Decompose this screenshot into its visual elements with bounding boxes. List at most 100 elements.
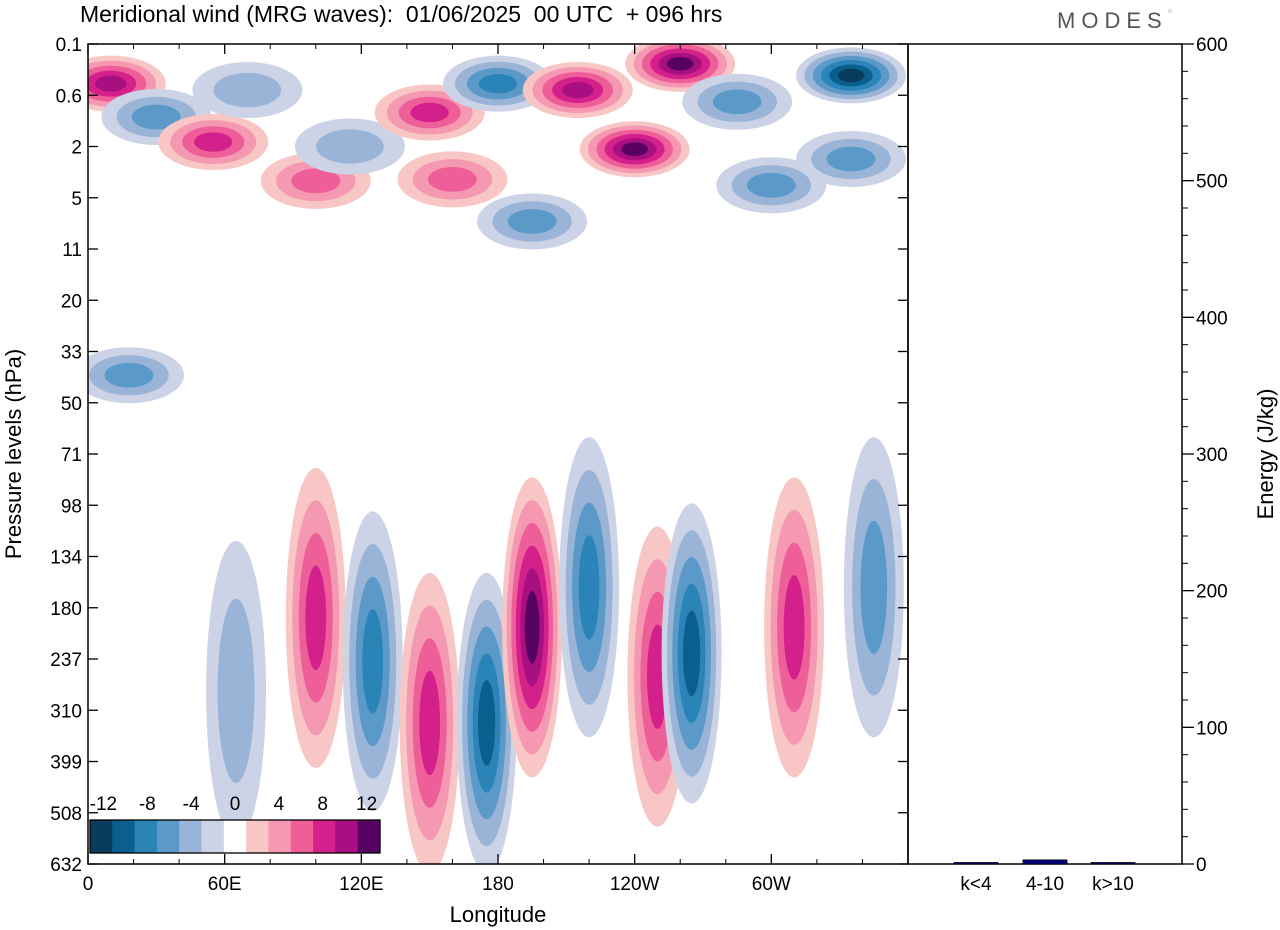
y-tick-label: 180 [50,599,82,620]
contour-level [104,362,154,388]
y-tick-label: 5 [71,189,82,210]
y-tick-label: 0.6 [56,86,82,107]
contour-level [194,132,233,152]
contour-blob [559,437,620,738]
energy-axis-title: Energy (J/kg) [1253,389,1278,520]
contour-blob [682,73,793,130]
contour-level [524,590,540,664]
y-tick-label: 399 [50,753,82,774]
energy-category-label: 4-10 [1026,874,1064,895]
brand-mark: ○ [1167,8,1172,15]
contour-level [746,172,796,198]
contour-level [478,73,518,94]
contour-blob [374,84,485,141]
contour-level [578,535,600,640]
contour-blob [192,62,303,119]
contour-blob [796,47,907,104]
contour-level [305,565,327,671]
y-tick-label: 50 [61,394,82,415]
contour-blob [397,151,508,208]
colorbar-swatch [357,820,381,853]
colorbar-label: 12 [356,794,377,815]
chart-title: Meridional wind (MRG waves): 01/06/2025 … [80,1,723,27]
contour-blob [843,437,904,738]
colorbar-swatch [201,820,225,853]
y-tick-label: 20 [61,291,82,312]
contour-blob [522,62,633,119]
colorbar-swatch [290,820,314,853]
energy-bars: k<4 4-10 k>10 [953,859,1136,895]
y-axis-title: Pressure levels (hPa) [1,349,26,559]
y-tick-label: 0.1 [56,35,82,56]
colorbar-swatch [90,820,113,853]
contour-level [507,209,557,234]
colorbar-label: -8 [139,794,156,815]
y-tick-label: 134 [50,548,82,569]
contour-level [478,680,496,766]
energy-frame [907,43,1183,865]
contour-level [291,168,341,194]
colorbar-swatch [268,820,292,853]
contour-blob [399,572,460,864]
contour-blob [285,467,346,768]
contour-level [837,68,865,83]
energy-category-label: k<4 [960,874,992,895]
energy-tick-label: 0 [1196,855,1207,876]
y-tick-label: 71 [61,445,82,466]
contour-blob [716,157,827,214]
contour-blob [88,347,184,404]
colorbar-swatch [179,820,202,853]
colorbar-swatch [112,820,135,853]
contour-level [217,598,255,784]
x-tick-label: 180 [482,874,514,895]
energy-tick-label: 400 [1196,308,1228,329]
contour-level [95,75,127,92]
contour-blob [502,477,563,778]
contour-blob [206,540,267,841]
energy-tick-label: 100 [1196,718,1228,739]
y-tick-label: 237 [50,650,82,671]
contour-blob [456,572,517,864]
x-tick-label: 120E [339,874,383,895]
contour-blob [625,44,736,92]
colorbar-swatch [246,820,269,853]
contour-level [213,72,282,108]
y-tick-label: 2 [71,138,82,159]
contour-blob [579,121,690,178]
energy-tick-label: 600 [1196,35,1228,56]
contour-level [562,82,594,99]
colorbar: -12 -8 -4 0 4 8 12 [89,794,381,854]
x-tick-label: 120W [610,874,660,895]
energy-axis: 0 100 200 300 400 500 600 [1182,35,1228,876]
contour-level [362,609,384,714]
brand-logo: MODES○ [1057,8,1172,34]
colorbar-swatch [223,820,247,853]
energy-tick-label: 300 [1196,445,1228,466]
brand-text: MODES [1057,8,1168,33]
y-tick-label: 98 [61,496,82,517]
contour-level [428,166,477,192]
heatmap-contours [88,44,907,864]
contour-blob [661,503,722,804]
colorbar-label: -4 [183,794,200,815]
colorbar-swatch [335,820,358,853]
y-tick-label: 11 [62,240,82,261]
y-tick-label: 33 [61,343,82,364]
x-axis: 0 60E 120E 180 120W 60W [83,44,863,895]
energy-bar [953,862,999,865]
contour-level [712,89,762,115]
contour-blob [477,193,588,250]
energy-bar [1022,859,1068,865]
y-tick-label: 632 [50,855,82,876]
contour-blob [158,114,269,171]
colorbar-swatch [134,820,158,853]
colorbar-label: 4 [274,794,285,815]
contour-blob [294,118,405,175]
contour-level [621,142,648,157]
x-tick-label: 60W [752,874,791,895]
contour-blob [764,477,825,778]
contour-level [419,670,441,776]
contour-blob [342,511,403,812]
colorbar-label: 8 [317,794,328,815]
